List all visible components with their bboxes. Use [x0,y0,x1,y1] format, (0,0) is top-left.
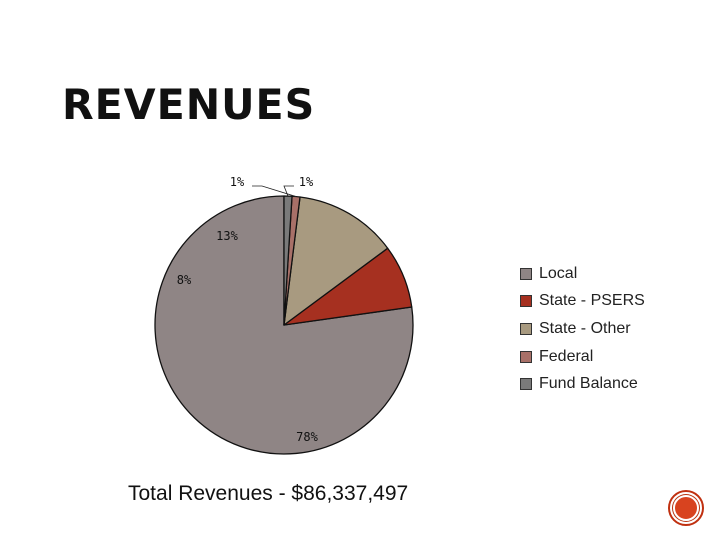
total-revenues-caption: Total Revenues - $86,337,497 [128,482,409,505]
slice-labels: 78% 8% 13% 1% 1% [177,175,319,444]
legend-label: Local [539,264,578,282]
legend-item-local: Local [520,260,645,288]
legend-swatch [520,350,532,363]
circle-button-icon[interactable] [668,490,704,526]
slice-label-local: 78% [296,430,318,444]
legend-label: Federal [539,347,594,365]
legend-item-state-psers: State - PSERS [520,288,645,316]
legend-swatch [520,378,532,391]
leader-lines [252,185,297,197]
legend-item-federal: Federal [520,343,645,371]
circle-button-inner [673,495,699,521]
pie-slice-local [154,195,414,455]
pie-slices [154,195,414,455]
legend-swatch [520,322,532,335]
slide-title: REVENUES [62,80,316,129]
chart-legend: Local State - PSERS State - Other Federal Fu… [520,260,645,398]
leader-line-fund-balance [283,185,294,197]
slice-label-federal: 1% [230,175,245,189]
legend-label: Fund Balance [539,375,638,393]
legend-label: State - Other [539,319,631,337]
slice-label-state-psers: 8% [177,273,192,287]
legend-label: State - PSERS [539,292,645,310]
pie-slice-fund-balance [283,195,293,326]
legend-swatch [520,267,532,280]
legend-item-state-other: State - Other [520,315,645,343]
legend-item-fund-balance: Fund Balance [520,370,645,398]
legend-swatch [520,295,532,308]
pie-slice-state-other [283,196,389,326]
leader-line-federal [252,185,297,197]
slice-label-fund-balance: 1% [299,175,314,189]
slice-label-state-other: 13% [216,229,238,243]
